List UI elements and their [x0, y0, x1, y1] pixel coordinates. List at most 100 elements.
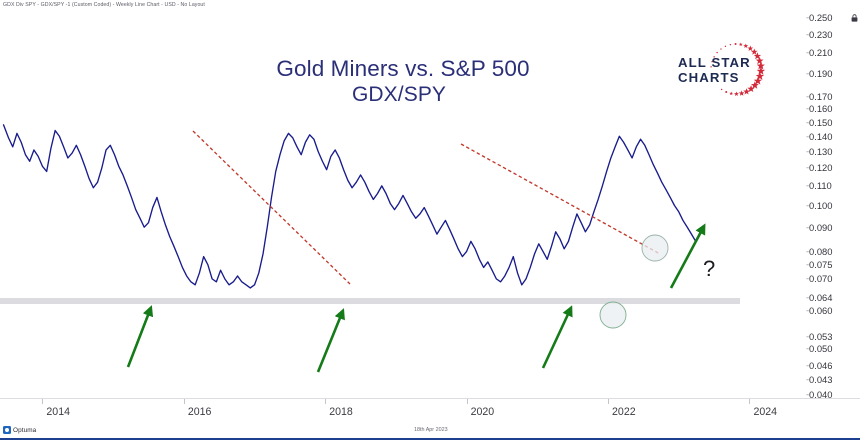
double-bottom-circle — [599, 301, 627, 329]
tick-dash: - — [806, 245, 810, 257]
question-mark-annotation: ? — [703, 256, 716, 281]
price-axis-label: 0.230 — [809, 28, 833, 40]
date-axis-tickmark — [749, 399, 751, 404]
price-axis-label: 0.140 — [809, 130, 833, 142]
logo-star-icon — [738, 42, 743, 47]
tick-dash: - — [806, 46, 810, 58]
tick-dash: - — [806, 130, 810, 142]
logo-star-icon — [756, 66, 766, 75]
axis-lock-icon[interactable] — [851, 14, 858, 22]
price-axis-tick: -0.070 — [806, 272, 860, 285]
price-axis-label: 0.250 — [809, 11, 833, 23]
horizontal-support-line — [0, 298, 740, 304]
price-axis-tick: -0.230 — [806, 28, 860, 40]
projection-arrow — [669, 223, 706, 289]
price-axis-label: 0.170 — [809, 90, 833, 102]
price-axis-tick: -0.160 — [806, 102, 860, 115]
tick-dash: - — [806, 373, 810, 385]
tick-dash: - — [806, 116, 810, 128]
bounce-arrow-2018 — [316, 308, 345, 373]
logo-star-icon — [716, 51, 718, 54]
price-axis-label: 0.210 — [809, 47, 833, 59]
price-axis-tick: -0.170 — [806, 90, 860, 102]
logo-star-icon — [750, 81, 759, 89]
tick-dash: - — [806, 90, 810, 102]
tick-dash: - — [806, 342, 810, 354]
logo-star-icon — [734, 91, 739, 97]
price-axis-tick: -0.090 — [806, 221, 860, 233]
bounce-arrow-2022 — [541, 305, 573, 369]
bounce-arrow-2015 — [126, 305, 154, 368]
logo-star-icon — [725, 91, 728, 94]
price-axis-label: 0.040 — [809, 388, 833, 400]
date-axis-tickmark — [325, 399, 327, 404]
tick-dash: - — [806, 272, 810, 284]
price-axis-label: 0.050 — [809, 342, 833, 354]
plot-area[interactable]: Gold Miners vs. S&P 500 GDX/SPY ALL STAR… — [0, 11, 807, 398]
price-axis-tick: -0.046 — [806, 359, 860, 371]
date-axis-tickmark — [608, 399, 610, 404]
chart-canvas — [0, 124, 740, 373]
price-axis-label: 0.090 — [809, 221, 833, 233]
price-axis-tick: -0.064 — [806, 291, 860, 303]
price-axis-tick: -0.110 — [806, 179, 860, 192]
downtrend-line-2016 — [192, 130, 351, 285]
logo-star-icon — [755, 71, 765, 80]
price-axis-tick: -0.060 — [806, 304, 860, 317]
logo-star-icon — [753, 52, 762, 60]
all-star-charts-logo: ALL STAR CHARTS — [668, 38, 778, 100]
price-axis-label: 0.190 — [809, 67, 833, 79]
logo-star-icon — [738, 90, 745, 96]
tick-dash: - — [806, 304, 810, 316]
logo-star-icon — [711, 60, 713, 63]
price-axis-label: 0.120 — [809, 162, 833, 174]
optuma-logo-icon — [3, 426, 11, 434]
logo-star-icon — [743, 88, 750, 95]
optuma-brand: Optuma — [3, 426, 36, 434]
logo-star-icon — [720, 48, 722, 50]
price-axis-label: 0.160 — [809, 103, 833, 115]
tick-dash: - — [806, 102, 810, 114]
tick-dash: - — [806, 145, 810, 157]
logo-stars-icon — [710, 42, 766, 97]
logo-star-icon — [743, 43, 749, 49]
logo-star-icon — [755, 56, 764, 65]
price-axis-label: 0.100 — [809, 200, 833, 211]
price-axis-tick: -0.190 — [806, 67, 860, 79]
price-axis-label: 0.130 — [809, 146, 833, 158]
tick-dash: - — [806, 258, 810, 270]
price-axis-label: 0.043 — [809, 373, 833, 385]
price-axis-tick: -0.050 — [806, 342, 860, 354]
tick-dash: - — [806, 359, 810, 371]
green-arrows — [126, 223, 706, 373]
tick-dash: - — [806, 291, 810, 303]
logo-star-icon — [713, 56, 715, 58]
price-axis-label: 0.070 — [809, 273, 833, 285]
annotation-circles — [599, 234, 669, 329]
logo-line-1: ALL STAR — [678, 55, 751, 70]
window-title: GDX Div SPY - GDX/SPY -1 (Custom Coded) … — [3, 2, 205, 8]
logo-wordmark: ALL STAR CHARTS — [678, 55, 751, 85]
tick-dash: - — [806, 161, 810, 173]
price-axis-label: 0.064 — [809, 291, 833, 303]
price-axis-tick: -0.210 — [806, 46, 860, 59]
price-axis-tick: -0.075 — [806, 258, 860, 271]
price-axis-tick: -0.100 — [806, 200, 860, 212]
price-axis-tick: -0.043 — [806, 373, 860, 385]
price-axis-label: 0.046 — [809, 359, 833, 371]
logo-star-icon — [729, 43, 732, 46]
logo-star-icon — [747, 45, 754, 51]
date-axis-tickmark — [466, 399, 468, 404]
logo-star-icon — [724, 45, 727, 48]
logo-star-icon — [729, 91, 734, 96]
date-axis[interactable]: 2014 2016 2018 2020 2022 2024 — [0, 398, 860, 426]
logo-star-icon — [734, 42, 737, 46]
tick-dash: - — [806, 179, 810, 191]
date-axis-label: 2024 — [753, 406, 778, 418]
price-axis-tick: -0.140 — [806, 130, 860, 142]
price-axis[interactable]: -0.250 -0.230 -0.210 -0.190 -0.170 -0.160 -0.1… — [806, 11, 860, 400]
price-axis-tick: -0.053 — [806, 330, 860, 342]
downtrend-lines — [192, 130, 661, 285]
logo-star-icon — [756, 61, 765, 70]
